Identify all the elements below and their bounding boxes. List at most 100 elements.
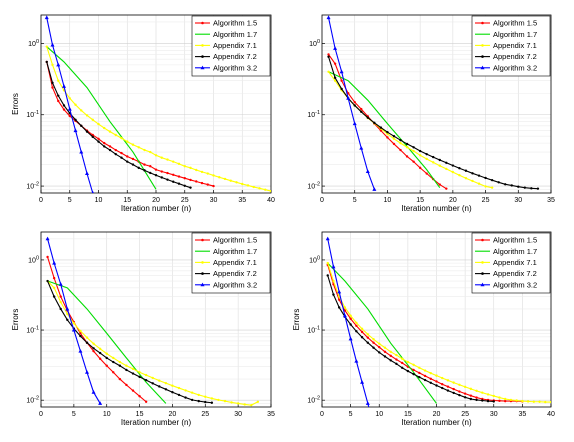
- data-point-appendix-7-2: [333, 76, 337, 79]
- x-tick-label: 10: [103, 411, 111, 418]
- legend-entry: Appendix 7.1: [213, 41, 257, 50]
- data-point-appendix-7-1: [386, 132, 389, 136]
- data-point-appendix-7-2: [536, 187, 540, 190]
- data-point-appendix-7-1: [343, 306, 347, 309]
- data-point-algorithm-1-5: [79, 332, 82, 335]
- data-point-appendix-7-2: [131, 372, 135, 375]
- data-point-appendix-7-1: [326, 261, 329, 265]
- data-point-appendix-7-2: [80, 124, 83, 127]
- data-point-algorithm-3-2: [354, 358, 359, 363]
- data-point-appendix-7-2: [412, 146, 415, 149]
- data-point-appendix-7-2: [118, 364, 122, 367]
- legend-entry: Algorithm 1.7: [493, 30, 537, 39]
- data-point-algorithm-1-5: [103, 141, 106, 145]
- data-point-appendix-7-2: [349, 323, 352, 326]
- data-point-appendix-7-2: [114, 152, 117, 156]
- data-point-algorithm-3-2: [78, 348, 83, 353]
- data-point-algorithm-1-5: [52, 276, 56, 280]
- data-point-appendix-7-1: [423, 369, 427, 372]
- data-point-appendix-7-2: [91, 135, 94, 139]
- data-point-appendix-7-2: [481, 399, 484, 402]
- data-point-appendix-7-1: [108, 130, 112, 133]
- y-axis-label: Errors: [11, 309, 20, 331]
- data-point-algorithm-1-5: [475, 396, 478, 399]
- data-point-appendix-7-1: [429, 371, 432, 375]
- data-point-algorithm-1-5: [183, 176, 186, 180]
- data-point-appendix-7-2: [452, 391, 455, 395]
- data-point-appendix-7-2: [177, 393, 181, 397]
- data-point-appendix-7-1: [446, 379, 450, 382]
- data-point-algorithm-1-5: [498, 399, 501, 403]
- data-point-appendix-7-1: [532, 400, 536, 403]
- data-point-appendix-7-2: [66, 318, 69, 322]
- legend-box: [191, 15, 271, 77]
- data-point-appendix-7-2: [445, 161, 448, 165]
- data-point-appendix-7-2: [105, 356, 108, 360]
- data-point-appendix-7-2: [366, 341, 369, 344]
- legend-entry: Algorithm 3.2: [493, 63, 537, 72]
- data-point-algorithm-1-5: [138, 395, 141, 398]
- data-point-appendix-7-2: [149, 171, 152, 175]
- data-point-appendix-7-1: [114, 133, 117, 137]
- data-point-algorithm-3-2: [359, 145, 364, 150]
- data-point-appendix-7-1: [143, 148, 146, 152]
- legend-marker: [201, 55, 204, 58]
- legend-entry: Appendix 7.1: [213, 258, 257, 267]
- data-point-algorithm-1-5: [108, 145, 112, 148]
- x-tick-label: 0: [320, 197, 324, 204]
- data-point-appendix-7-2: [92, 347, 95, 350]
- data-point-appendix-7-1: [406, 360, 410, 364]
- data-point-appendix-7-1: [366, 333, 369, 336]
- legend-entry: Algorithm 1.7: [213, 30, 257, 39]
- data-point-appendix-7-2: [97, 140, 100, 143]
- data-point-appendix-7-2: [120, 156, 123, 159]
- grid: [322, 15, 551, 193]
- y-tick-label: 100: [309, 255, 320, 264]
- x-tick-label: 25: [181, 197, 189, 204]
- data-point-appendix-7-2: [183, 184, 186, 187]
- data-point-appendix-7-2: [373, 121, 376, 125]
- data-point-appendix-7-1: [236, 402, 240, 405]
- data-point-appendix-7-2: [210, 401, 214, 404]
- x-tick-label: 5: [353, 197, 357, 204]
- data-point-appendix-7-1: [79, 329, 82, 333]
- data-point-appendix-7-1: [195, 168, 198, 172]
- data-point-algorithm-1-5: [399, 148, 402, 152]
- data-point-appendix-7-2: [469, 397, 473, 401]
- data-point-appendix-7-1: [383, 346, 387, 349]
- data-point-algorithm-3-2: [73, 128, 78, 133]
- data-point-appendix-7-2: [471, 172, 474, 175]
- legend-entry: Algorithm 1.5: [493, 19, 537, 28]
- data-point-appendix-7-2: [383, 355, 387, 358]
- legend-marker: [201, 21, 204, 25]
- data-point-appendix-7-1: [243, 403, 246, 406]
- data-point-appendix-7-2: [337, 306, 341, 309]
- data-point-appendix-7-2: [423, 378, 427, 382]
- data-point-appendix-7-2: [332, 293, 335, 296]
- data-point-appendix-7-2: [52, 295, 56, 298]
- x-tick-label: 35: [267, 411, 275, 418]
- legend-entry: Algorithm 3.2: [213, 280, 257, 289]
- data-point-appendix-7-2: [366, 116, 369, 119]
- data-point-algorithm-1-5: [212, 184, 215, 188]
- data-point-algorithm-1-5: [160, 170, 163, 173]
- data-point-algorithm-3-2: [67, 106, 72, 111]
- y-tick-label: 100: [309, 39, 320, 48]
- data-point-algorithm-1-5: [389, 354, 392, 357]
- data-point-appendix-7-2: [98, 351, 102, 355]
- data-point-algorithm-1-5: [126, 155, 129, 158]
- data-point-appendix-7-2: [451, 164, 455, 167]
- data-point-algorithm-1-5: [360, 330, 364, 334]
- data-point-appendix-7-2: [395, 362, 398, 366]
- data-point-appendix-7-2: [151, 382, 154, 385]
- legend-marker: [201, 44, 204, 47]
- data-point-algorithm-1-5: [425, 172, 428, 175]
- data-point-appendix-7-1: [418, 154, 422, 157]
- data-point-algorithm-1-5: [51, 86, 54, 89]
- data-point-algorithm-3-2: [91, 190, 94, 193]
- data-point-algorithm-1-5: [429, 377, 432, 380]
- data-point-appendix-7-2: [435, 384, 438, 387]
- legend-marker: [200, 65, 205, 70]
- data-point-appendix-7-1: [250, 403, 253, 407]
- y-tick-label: 10-1: [26, 326, 39, 335]
